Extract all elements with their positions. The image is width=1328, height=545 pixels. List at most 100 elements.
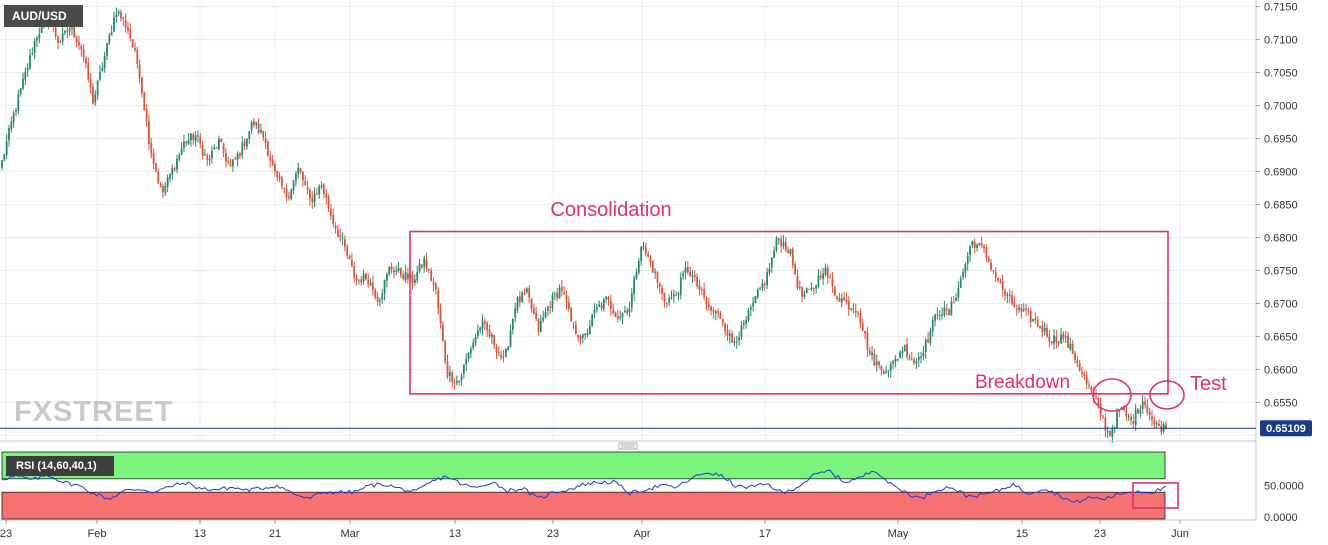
candle: [360, 276, 363, 286]
candle: [913, 357, 915, 366]
candle: [703, 282, 706, 301]
candle: [1155, 420, 1158, 429]
candle-body: [521, 292, 524, 303]
candle: [829, 273, 831, 279]
candle-body: [819, 276, 822, 278]
candle-body: [40, 23, 43, 34]
candle-body: [406, 273, 409, 280]
candle-body: [530, 298, 533, 309]
candle-body: [318, 186, 321, 195]
candle: [574, 320, 577, 335]
candle: [467, 352, 470, 362]
candle: [840, 293, 843, 308]
candle: [476, 324, 479, 340]
candle-body: [1139, 410, 1142, 414]
candle-body: [600, 305, 603, 308]
candle: [402, 270, 405, 281]
candle: [1116, 407, 1118, 430]
candle-body: [945, 308, 948, 310]
candle: [873, 348, 876, 367]
candle: [281, 175, 283, 190]
candle: [325, 188, 328, 205]
candle: [761, 279, 764, 292]
candle-body: [425, 259, 428, 269]
candle: [108, 32, 111, 45]
candle-body: [563, 292, 566, 294]
candle: [1071, 339, 1074, 355]
candle-body: [1055, 336, 1058, 342]
candle: [710, 305, 713, 316]
time-tick-label: 23: [0, 528, 12, 540]
candle: [500, 350, 503, 360]
candle: [103, 51, 106, 73]
candle-body: [537, 318, 540, 332]
candle-body: [159, 183, 162, 187]
candle: [934, 313, 936, 327]
candle: [955, 293, 957, 302]
indicator-label[interactable]: RSI (14,60,40,1): [6, 456, 114, 476]
candle: [1020, 303, 1023, 319]
time-axis[interactable]: 23 Feb 13 21 Mar 13 23 Apr 17 May 15 23 Jun: [0, 520, 1189, 540]
candle: [906, 338, 908, 361]
candle-body: [274, 164, 276, 172]
candle-body: [87, 62, 90, 80]
time-tick-label: Feb: [88, 528, 107, 540]
candle-body: [903, 345, 906, 352]
candle: [472, 338, 475, 351]
candle: [560, 280, 563, 297]
candle: [80, 43, 83, 57]
candle-body: [246, 138, 248, 147]
candle: [497, 346, 500, 356]
candle-body: [444, 341, 447, 362]
candle-body: [411, 274, 414, 284]
price-tick-label: 0.7000: [1264, 101, 1298, 113]
candle: [1118, 410, 1121, 418]
symbol-label[interactable]: AUD/USD: [4, 5, 83, 27]
candle: [889, 361, 892, 378]
pane-divider[interactable]: [0, 440, 1256, 450]
candle: [857, 310, 859, 318]
candle-body: [507, 346, 510, 350]
rsi-tick-label: 0.0000: [1264, 512, 1298, 524]
candle: [176, 154, 178, 174]
candle-body: [607, 296, 610, 300]
candle-body: [677, 293, 680, 295]
candle-body: [1153, 420, 1156, 425]
main-pane: [0, 0, 1256, 440]
candle: [197, 130, 199, 143]
candle-body: [225, 153, 227, 162]
candle-body: [448, 372, 451, 376]
candle-body: [462, 364, 465, 375]
candle-body: [1165, 425, 1167, 429]
candle-body: [113, 17, 115, 32]
candle-body: [353, 265, 356, 278]
candle-body: [127, 27, 129, 31]
candle-body: [1125, 411, 1128, 417]
price-tick-label: 0.6850: [1264, 199, 1298, 211]
candle: [486, 320, 489, 338]
price-axis[interactable]: 0.6550 0.6600 0.6650 0.6700 0.6750 0.6800 0.68…: [1256, 2, 1298, 410]
candle: [714, 309, 717, 321]
candle: [798, 280, 801, 291]
candle: [432, 277, 435, 292]
candle-body: [369, 282, 372, 286]
candle-body: [10, 121, 13, 130]
candle-body: [269, 156, 272, 161]
candle: [976, 243, 978, 252]
candle-body: [96, 80, 99, 95]
candle-body: [106, 43, 108, 57]
candle: [392, 266, 395, 279]
pane-resize-handle[interactable]: [618, 442, 638, 450]
candle: [745, 316, 748, 329]
candle-body: [392, 270, 395, 273]
candle-body: [490, 334, 493, 338]
candle-body: [152, 153, 155, 164]
candle: [945, 303, 948, 316]
candle-body: [803, 293, 806, 297]
candle-body: [481, 320, 484, 329]
candle-body: [232, 159, 234, 167]
candle-body: [1134, 409, 1137, 425]
candle-body: [901, 351, 904, 354]
candle-body: [948, 309, 950, 315]
